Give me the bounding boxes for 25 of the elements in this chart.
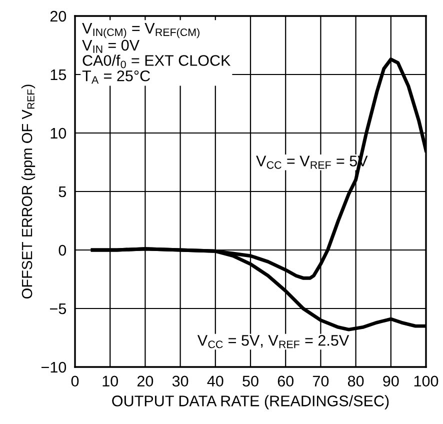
y-tick-label: −10 <box>42 362 66 373</box>
x-tick-label: 70 <box>312 376 329 387</box>
x-axis-title: OUTPUT DATA RATE (READINGS/SEC) <box>112 395 389 410</box>
y-tick-label: 20 <box>50 10 66 22</box>
x-tick-label: 0 <box>71 376 79 387</box>
x-tick-label: 60 <box>278 376 294 387</box>
x-tick-label: 10 <box>102 376 118 387</box>
annotation: T$_{A}$ = 25°C <box>82 70 150 84</box>
y-axis-title: OFFSET ERROR (ppm OF V$_{REF}$) <box>21 84 36 299</box>
x-tick-label: 80 <box>348 376 364 387</box>
x-tick-label: 50 <box>242 376 258 387</box>
y-tick-label: 5 <box>58 186 66 198</box>
y-tick-label: 0 <box>58 244 66 256</box>
annotation: V$_{IN}$ = 0V <box>82 40 140 53</box>
annotation: V$_{IN(CM)}$ = V$_{REF(CM)}$ <box>82 23 200 38</box>
y-tick-label: −5 <box>50 304 66 314</box>
x-tick-label: 30 <box>172 376 188 387</box>
x-tick-label: 100 <box>414 376 438 387</box>
annotation: CA0/f$_{0}$ = EXT CLOCK <box>82 54 231 68</box>
x-tick-label: 90 <box>383 376 399 387</box>
series-label: V$_{CC}$ = 5V, V$_{REF}$ = 2.5V <box>197 334 350 348</box>
x-tick-label: 40 <box>207 376 224 387</box>
y-tick-label: 10 <box>50 128 66 139</box>
y-tick-label: 15 <box>50 70 66 80</box>
x-tick-label: 20 <box>137 376 154 387</box>
